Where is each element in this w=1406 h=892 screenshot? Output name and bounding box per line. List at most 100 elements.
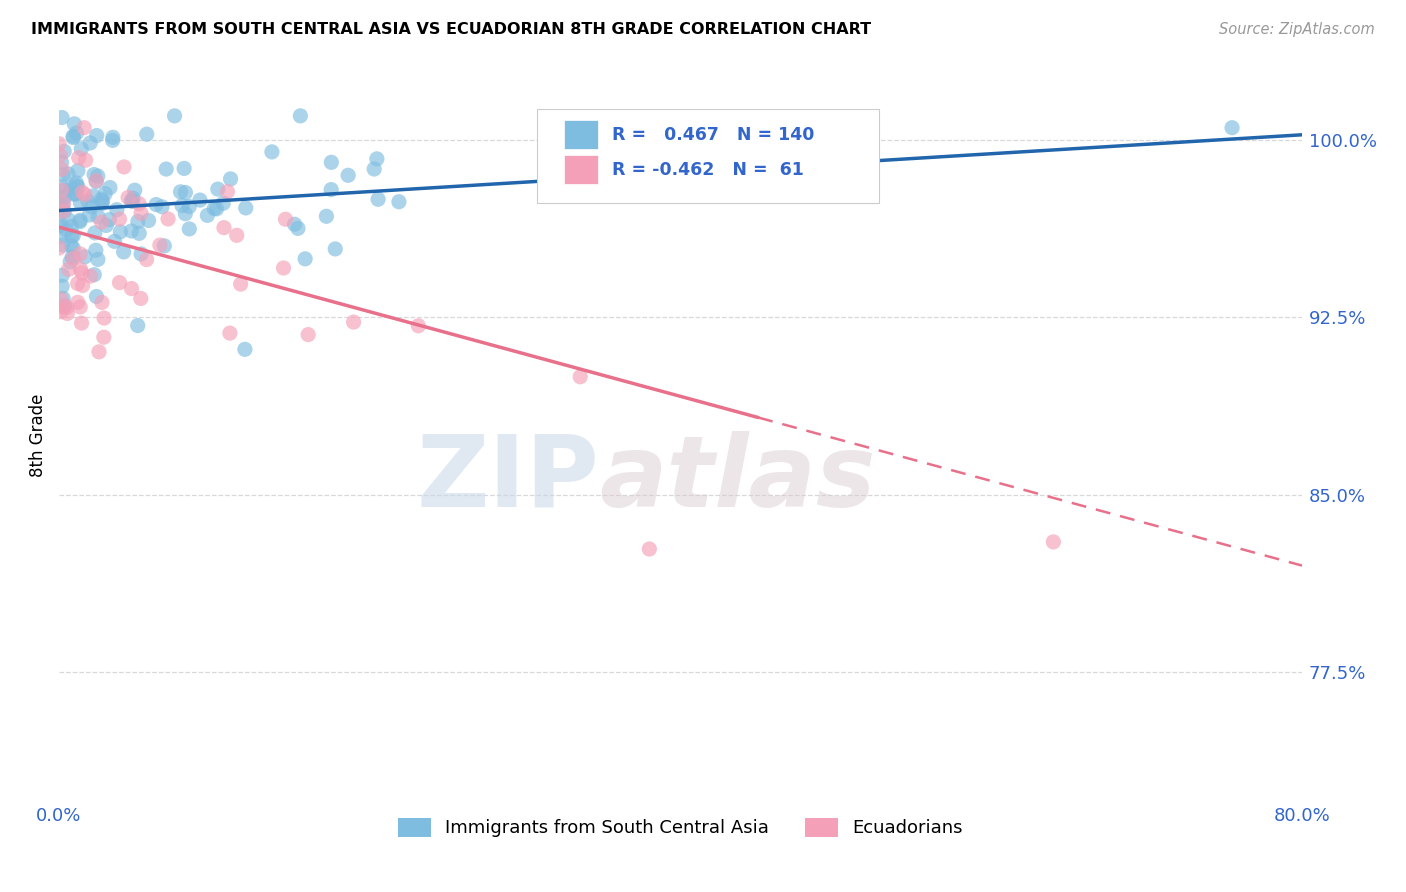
Point <box>135 127 157 141</box>
Point <box>51 268 73 282</box>
Point <box>87 169 110 183</box>
Point <box>63 117 86 131</box>
Point <box>52 300 75 314</box>
Point <box>86 289 108 303</box>
Point <box>62 130 84 145</box>
Point <box>188 193 211 207</box>
Point <box>70 316 93 330</box>
Point <box>169 185 191 199</box>
Point <box>172 199 194 213</box>
Point <box>49 217 72 231</box>
Point <box>69 195 91 210</box>
Point <box>87 252 110 267</box>
Text: R =   0.467   N = 140: R = 0.467 N = 140 <box>612 126 814 144</box>
Point <box>48 219 70 234</box>
Point <box>145 197 167 211</box>
Point <box>202 202 225 216</box>
Point <box>225 228 247 243</box>
Point <box>273 260 295 275</box>
Point <box>52 197 75 211</box>
Point <box>290 109 312 123</box>
Point <box>90 196 112 211</box>
Point <box>84 174 107 188</box>
Point <box>218 326 240 340</box>
Point <box>52 168 75 182</box>
Point <box>127 318 149 333</box>
Point <box>129 292 152 306</box>
Point <box>105 202 128 217</box>
Point <box>69 215 91 229</box>
Point <box>153 239 176 253</box>
Point <box>60 250 83 264</box>
Point <box>233 343 256 357</box>
Point <box>83 268 105 282</box>
Point <box>62 252 84 266</box>
Point <box>235 201 257 215</box>
Point <box>98 212 121 227</box>
Point <box>62 187 84 202</box>
Point <box>150 200 173 214</box>
Point <box>366 152 388 166</box>
Point <box>90 295 112 310</box>
Point <box>274 212 297 227</box>
Point <box>65 178 87 193</box>
Point <box>69 247 91 261</box>
Point <box>128 196 150 211</box>
Text: ZIP: ZIP <box>416 431 599 528</box>
Point <box>120 224 142 238</box>
Point <box>321 183 343 197</box>
Point <box>124 183 146 197</box>
Point <box>62 228 84 243</box>
Point <box>75 153 97 168</box>
Point <box>53 183 76 197</box>
Point <box>207 182 229 196</box>
Point <box>197 208 219 222</box>
Text: Source: ZipAtlas.com: Source: ZipAtlas.com <box>1219 22 1375 37</box>
Point <box>69 300 91 314</box>
Point <box>60 238 83 252</box>
Point <box>53 299 76 313</box>
Point <box>108 212 131 227</box>
Point <box>129 206 152 220</box>
Point <box>86 128 108 143</box>
Point <box>337 169 360 183</box>
Point <box>212 220 235 235</box>
Point <box>53 145 76 159</box>
Point <box>52 204 75 219</box>
Point <box>65 126 87 140</box>
Point <box>59 254 82 268</box>
Text: R = -0.462   N =  61: R = -0.462 N = 61 <box>612 161 804 178</box>
Point <box>73 250 96 264</box>
Point <box>51 183 73 197</box>
Point <box>93 311 115 326</box>
Point <box>69 213 91 227</box>
Point <box>49 229 72 244</box>
Point <box>212 196 235 211</box>
Point <box>101 130 124 145</box>
Point <box>367 192 389 206</box>
Point <box>66 277 89 291</box>
Point <box>60 181 83 195</box>
FancyBboxPatch shape <box>564 155 599 185</box>
Point <box>103 235 125 249</box>
Point <box>60 229 83 244</box>
Point <box>138 213 160 227</box>
Point <box>56 301 79 315</box>
Legend: Immigrants from South Central Asia, Ecuadorians: Immigrants from South Central Asia, Ecua… <box>391 811 970 845</box>
Point <box>135 252 157 267</box>
Point <box>87 210 110 224</box>
Point <box>638 541 661 556</box>
Point <box>62 129 84 144</box>
Point <box>101 133 124 147</box>
Point <box>83 226 105 240</box>
Point <box>1042 535 1064 549</box>
Point <box>49 293 72 307</box>
Point <box>90 192 112 206</box>
Point <box>163 109 186 123</box>
Point <box>53 190 76 204</box>
Point <box>388 194 411 209</box>
Point <box>56 167 79 181</box>
Point <box>84 244 107 258</box>
Point <box>205 202 228 216</box>
Point <box>48 241 70 255</box>
